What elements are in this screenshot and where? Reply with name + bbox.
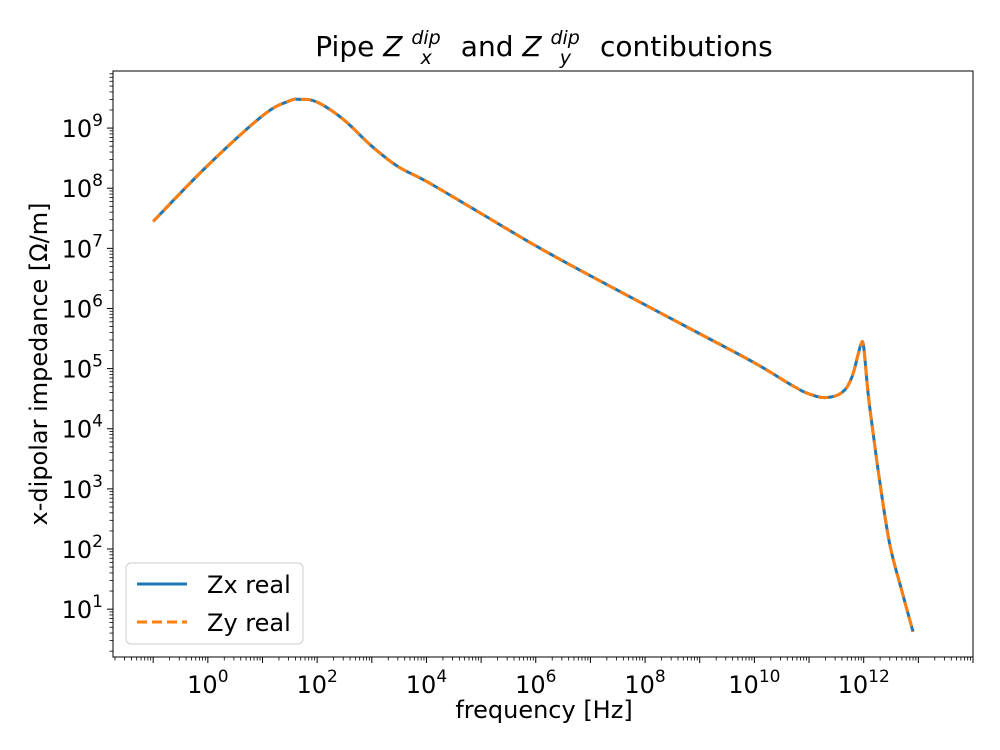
y-tick-label-base: 10 <box>62 416 93 444</box>
x-tick-label-base: 10 <box>296 671 327 699</box>
y-tick-label-base: 10 <box>62 476 93 504</box>
x-tick-label: 1012 <box>838 667 890 699</box>
y-tick-label: 108 <box>62 171 103 203</box>
x-tick-label-base: 10 <box>624 671 655 699</box>
chart-title-zx-sup: dip <box>411 27 440 49</box>
x-tick-label: 1010 <box>728 667 780 699</box>
chart-title-zx-sub: x <box>420 47 433 69</box>
x-tick-label-exp: 4 <box>436 667 447 687</box>
legend: Zx real Zy real <box>125 562 304 645</box>
y-tick-label-base: 10 <box>62 295 93 323</box>
x-tick-label-exp: 0 <box>218 667 229 687</box>
y-tick-label-exp: 9 <box>92 111 103 131</box>
y-tick-label-base: 10 <box>62 235 93 263</box>
x-tick-label: 100 <box>187 667 228 699</box>
x-tick-label-base: 10 <box>728 671 759 699</box>
y-tick-label: 109 <box>62 111 103 143</box>
x-tick-label-base: 10 <box>838 671 869 699</box>
y-tick-label-base: 10 <box>62 596 93 624</box>
y-axis-label: x-dipolar impedance [Ω/m] <box>25 203 53 526</box>
chart-title-suffix: contibutions <box>600 30 773 63</box>
major-ticks <box>107 127 974 663</box>
y-tick-label-base: 10 <box>62 536 93 564</box>
x-tick-label: 102 <box>296 667 337 699</box>
x-tick-label: 104 <box>406 667 447 699</box>
chart-title-zy-sub: y <box>559 47 572 69</box>
series-line-zy <box>152 97 915 633</box>
y-tick-label-exp: 1 <box>92 592 103 612</box>
y-tick-label-base: 10 <box>62 115 93 143</box>
y-tick-label: 103 <box>62 472 103 504</box>
plot-area <box>107 70 974 663</box>
chart-title-zy-base: Z <box>521 30 542 63</box>
x-tick-label-exp: 10 <box>759 667 781 687</box>
chart-title-zx-base: Z <box>382 30 403 63</box>
y-tick-label-base: 10 <box>62 175 93 203</box>
x-tick-label-base: 10 <box>406 671 437 699</box>
x-tick-label-exp: 2 <box>327 667 338 687</box>
y-tick-label-exp: 2 <box>92 532 103 552</box>
y-tick-label-exp: 3 <box>92 472 103 492</box>
y-tick-label-base: 10 <box>62 356 93 384</box>
x-tick-label-exp: 12 <box>868 667 890 687</box>
x-axis-label: frequency [Hz] <box>455 696 632 724</box>
chart-title-prefix: Pipe <box>315 30 383 63</box>
y-tick-label: 105 <box>62 352 103 384</box>
x-tick-label: 106 <box>515 667 556 699</box>
x-tick-label-base: 10 <box>515 671 546 699</box>
y-tick-label-exp: 6 <box>92 291 103 311</box>
plot-frame <box>112 70 974 658</box>
x-tick-label-exp: 6 <box>546 667 557 687</box>
chart-title-zy-sup: dip <box>550 27 579 49</box>
x-tick-labels: 100 102 104 106 108 1010 1012 <box>187 667 890 699</box>
y-tick-label: 107 <box>62 231 103 263</box>
y-tick-label: 101 <box>62 592 103 624</box>
y-tick-label-exp: 8 <box>92 171 103 191</box>
x-tick-label: 108 <box>624 667 665 699</box>
legend-label-zy: Zy real <box>207 609 291 637</box>
minor-ticks <box>109 73 971 661</box>
series-layer <box>152 97 915 633</box>
chart-title: Pipe Z dip x and Z dip y contibutions <box>315 18 772 71</box>
chart-title-and: and <box>461 30 523 63</box>
legend-label-zx: Zx real <box>207 571 291 599</box>
y-tick-label: 106 <box>62 291 103 323</box>
y-tick-label-exp: 5 <box>92 352 103 372</box>
x-tick-label-exp: 8 <box>655 667 666 687</box>
y-tick-label: 104 <box>62 412 103 444</box>
y-tick-label: 102 <box>62 532 103 564</box>
y-tick-label-exp: 4 <box>92 412 103 432</box>
y-tick-label-exp: 7 <box>92 231 103 251</box>
x-tick-label-base: 10 <box>187 671 218 699</box>
